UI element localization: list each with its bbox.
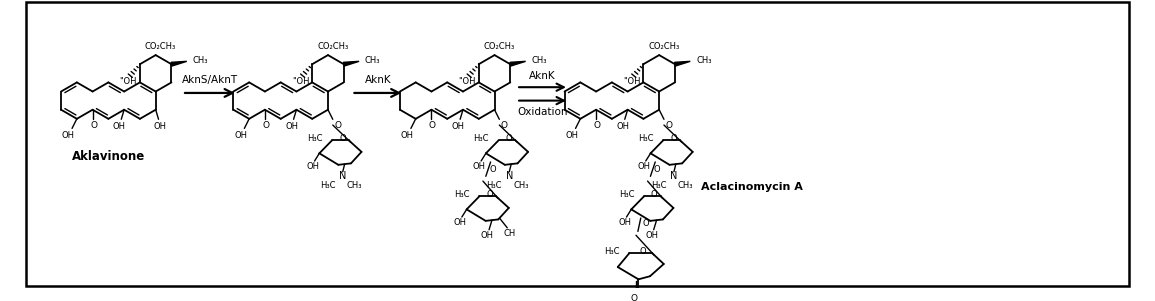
Text: O: O [486, 190, 493, 199]
Text: OH: OH [480, 231, 493, 240]
Text: O: O [90, 120, 97, 129]
Text: OH: OH [618, 218, 631, 227]
Text: CO₂CH₃: CO₂CH₃ [484, 42, 515, 51]
Text: H₃C: H₃C [486, 181, 501, 190]
Text: O: O [670, 134, 677, 143]
Text: N: N [670, 171, 678, 181]
Text: CH₃: CH₃ [531, 56, 546, 65]
Text: CH₃: CH₃ [678, 181, 693, 190]
Text: OH: OH [617, 122, 629, 131]
Text: O: O [429, 120, 435, 129]
Text: CH₃: CH₃ [346, 181, 362, 190]
Text: ''OH: ''OH [292, 77, 310, 86]
Text: O: O [262, 120, 269, 129]
Text: H₃C: H₃C [307, 134, 322, 143]
Text: O: O [640, 247, 646, 256]
Text: O: O [654, 165, 661, 174]
Text: CH₃: CH₃ [365, 56, 380, 65]
Text: OH: OH [154, 122, 167, 131]
Text: CO₂CH₃: CO₂CH₃ [318, 42, 349, 51]
Polygon shape [171, 61, 187, 66]
Text: Aclacinomycin A: Aclacinomycin A [701, 182, 803, 192]
Text: ''OH: ''OH [624, 77, 641, 86]
Text: OH: OH [452, 122, 464, 131]
Text: O: O [642, 219, 649, 228]
Text: O: O [490, 165, 495, 174]
Text: OH: OH [646, 231, 658, 240]
Text: OH: OH [285, 122, 298, 131]
Text: CH₃: CH₃ [193, 56, 208, 65]
Text: OH: OH [454, 218, 467, 227]
Text: N: N [506, 171, 513, 181]
Text: H₃C: H₃C [639, 134, 654, 143]
Text: O: O [651, 190, 657, 199]
Polygon shape [511, 61, 526, 66]
Text: CO₂CH₃: CO₂CH₃ [648, 42, 679, 51]
Text: H₃C: H₃C [604, 247, 620, 256]
Text: O: O [506, 134, 512, 143]
Text: OH: OH [472, 162, 486, 171]
Text: CO₂CH₃: CO₂CH₃ [144, 42, 176, 51]
Text: O: O [665, 120, 672, 129]
Text: O: O [334, 120, 341, 129]
Polygon shape [675, 61, 691, 66]
Text: Oxidation: Oxidation [517, 107, 568, 117]
Text: H₃C: H₃C [454, 190, 470, 199]
Text: AknK: AknK [529, 71, 556, 81]
Text: OH: OH [234, 131, 247, 140]
Text: CH₃: CH₃ [513, 181, 529, 190]
Text: H₃C: H₃C [474, 134, 489, 143]
Text: H₃C: H₃C [650, 181, 666, 190]
Polygon shape [343, 61, 359, 66]
Text: N: N [340, 171, 346, 181]
Text: CH₃: CH₃ [696, 56, 711, 65]
Text: Aklavinone: Aklavinone [72, 150, 146, 163]
Text: OH: OH [565, 131, 579, 140]
Text: CH: CH [504, 229, 515, 238]
Text: ''OH: ''OH [120, 77, 137, 86]
Text: OH: OH [113, 122, 126, 131]
Text: O: O [500, 120, 507, 129]
Text: AknK: AknK [365, 76, 392, 85]
Text: OH: OH [401, 131, 413, 140]
Text: ''OH: ''OH [459, 77, 476, 86]
Text: AknS/AknT: AknS/AknT [181, 76, 238, 85]
Text: OH: OH [61, 131, 75, 140]
Text: OH: OH [306, 162, 319, 171]
Text: O: O [340, 134, 345, 143]
Text: O: O [594, 120, 601, 129]
Text: OH: OH [638, 162, 650, 171]
Text: O: O [631, 294, 638, 301]
Text: H₃C: H₃C [619, 190, 634, 199]
Text: H₃C: H₃C [320, 181, 335, 190]
